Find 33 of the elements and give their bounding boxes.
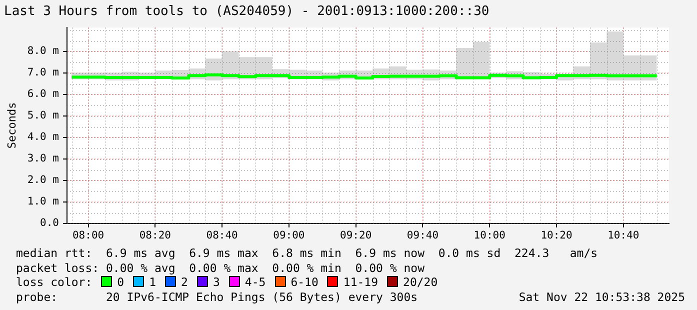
y-tick-label: 0.0 [40, 217, 59, 230]
y-axis-title: Seconds [5, 102, 18, 149]
y-tick-label: 4.0 m [27, 131, 59, 144]
text: Sat Nov 22 10:53:38 2025 [518, 290, 685, 304]
x-tick-label: 09:20 [340, 229, 372, 242]
text: 20/20 [403, 275, 438, 290]
x-tick-label: 10:00 [474, 229, 506, 242]
chart-title: Last 3 Hours from tools to (AS204059) - 2001:0913:1000:200::30 [4, 4, 490, 20]
y-tick-label: 5.0 m [27, 110, 59, 122]
x-tick-label: 08:00 [72, 229, 104, 242]
text: 2 [181, 275, 188, 290]
y-tick-label: 3.0 m [27, 152, 59, 165]
y-tick-label: 2.0 m [27, 174, 59, 186]
y-tick-label: 6.0 m [27, 88, 59, 100]
x-tick-label: 09:00 [273, 229, 305, 242]
text: packet loss: 0.00 % avg 0.00 % max 0.00 % min 0.00 % now [16, 260, 424, 275]
text: 1 [149, 275, 156, 290]
text: 11-19 [343, 275, 378, 290]
x-tick-label: 10:40 [608, 229, 640, 242]
y-tick-label: 8.0 m [27, 45, 59, 58]
text: 4-5 [244, 275, 266, 290]
y-tick-label: 7.0 m [27, 66, 59, 79]
text: 6-10 [290, 275, 318, 290]
text: 3 [212, 275, 220, 290]
x-tick-label: 10:20 [540, 229, 572, 242]
text: loss color: [16, 275, 92, 290]
x-tick-label: 09:40 [406, 229, 439, 242]
text: 0 [117, 275, 124, 290]
y-tick-label: 1.0 m [27, 196, 59, 208]
x-tick-label: 08:20 [139, 229, 171, 242]
text: median rtt: 6.9 ms avg 6.9 ms max 6.8 ms min 6.9 ms now 0.0 ms sd 224.3 am/s [16, 246, 598, 260]
text: probe: 20 IPv6-ICMP Echo Pings (56 Bytes) every 300s [16, 290, 418, 304]
x-tick-label: 08:40 [206, 229, 238, 242]
